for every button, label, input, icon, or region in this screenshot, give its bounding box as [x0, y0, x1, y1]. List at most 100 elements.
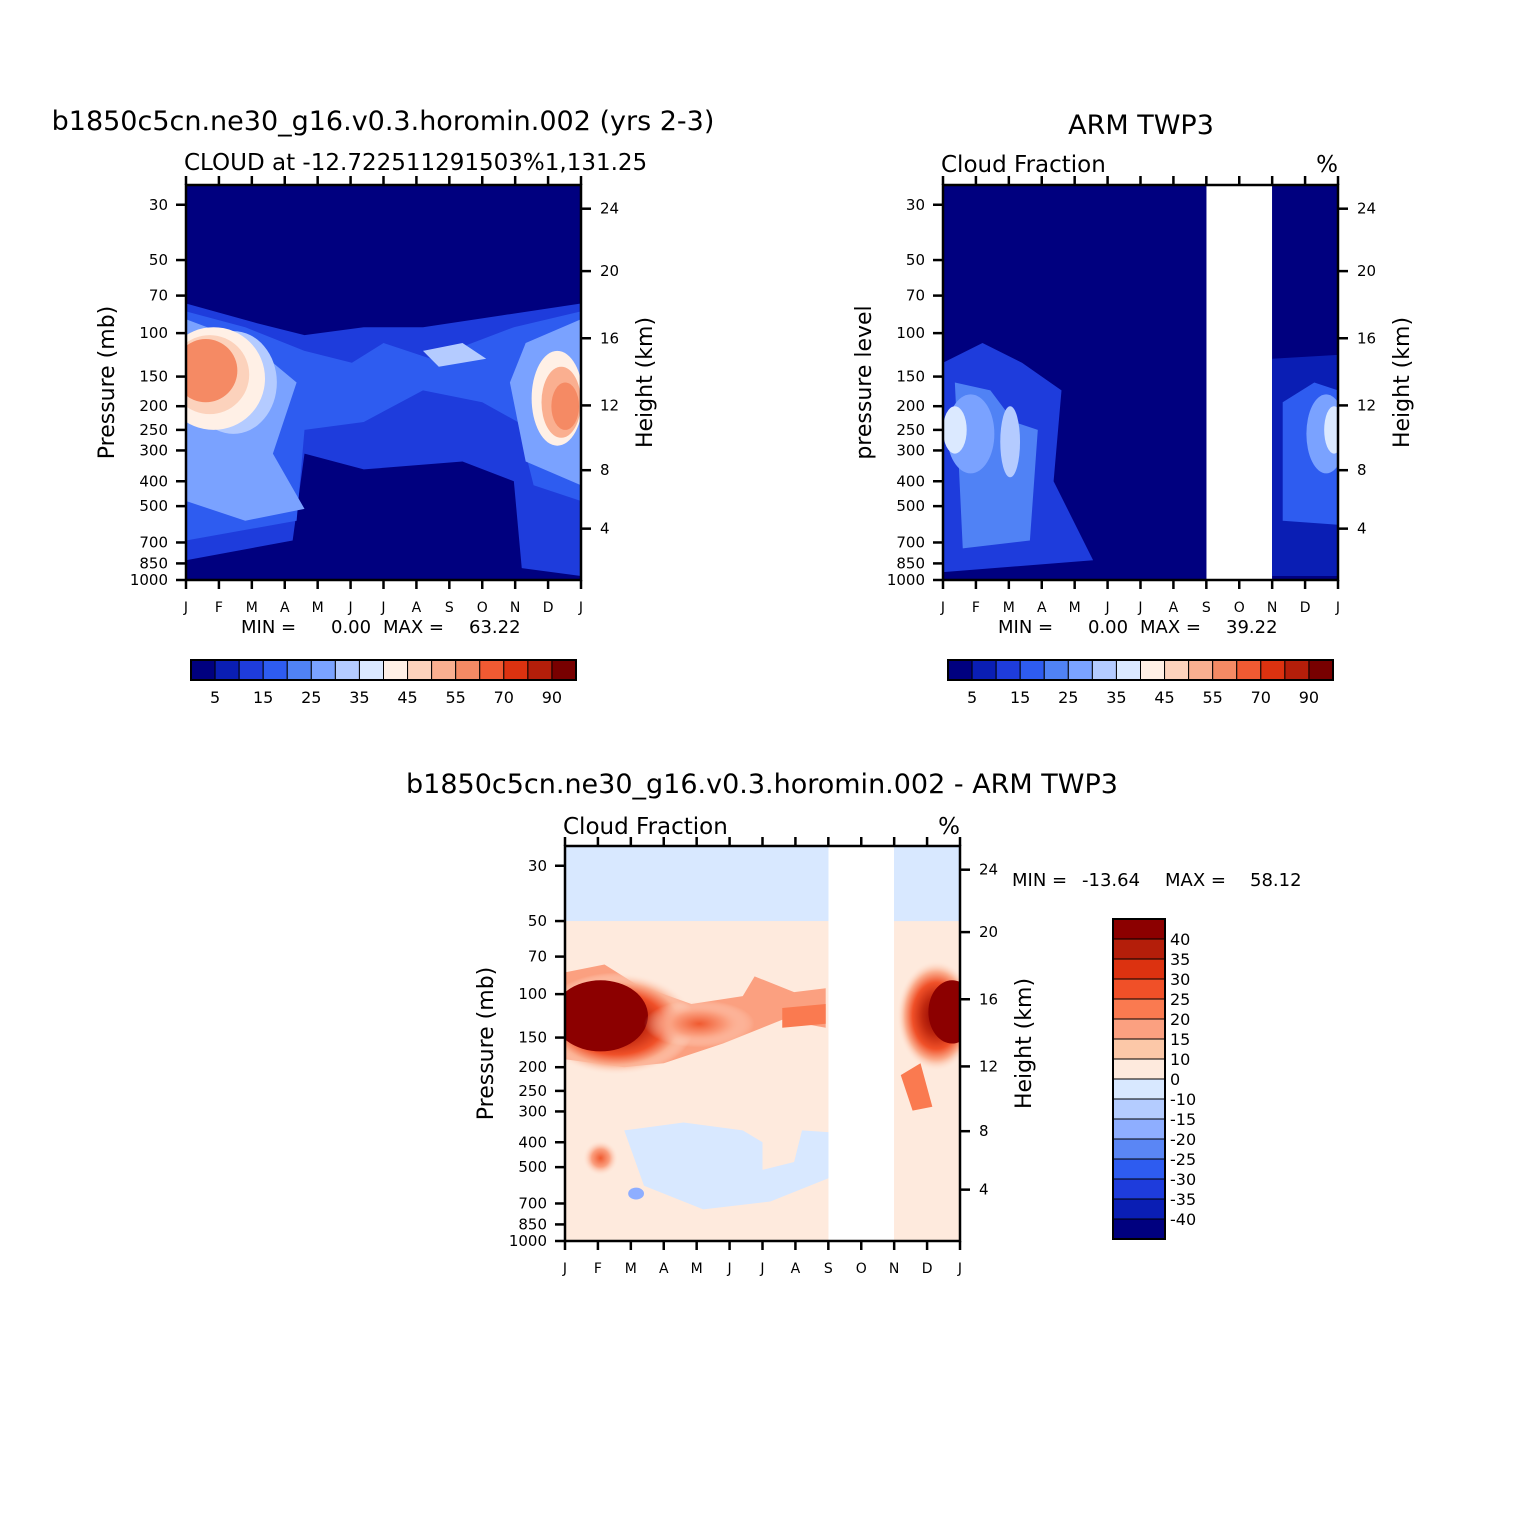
month-label: J	[940, 600, 945, 616]
height-tick-label: 16	[979, 990, 998, 1008]
pressure-tick-label: 400	[896, 472, 925, 490]
pressure-tick-label: 1000	[509, 1232, 547, 1250]
month-label: S	[824, 1261, 833, 1277]
month-label: A	[412, 600, 422, 616]
y-axis-label-3: Pressure (mb)	[474, 967, 499, 1121]
pressure-tick-label: 100	[139, 324, 168, 342]
colorbar-swatch	[1212, 659, 1238, 681]
height-tick-label: 24	[979, 861, 998, 879]
pressure-tick-label: 850	[518, 1215, 547, 1233]
contour-20r	[900, 1063, 933, 1111]
contour-40r	[1324, 406, 1338, 454]
colorbar-swatch	[407, 659, 433, 681]
colorbar-label: 30	[1170, 970, 1190, 989]
colorbar-swatch	[1115, 659, 1141, 681]
max-label-3: MAX =	[1165, 870, 1226, 891]
pressure-tick-label: 850	[139, 554, 168, 572]
colorbar-swatch	[551, 659, 577, 681]
colorbar-label: 45	[397, 688, 417, 707]
month-label: J	[759, 1261, 764, 1277]
height-tick-label: 12	[600, 396, 619, 414]
pressure-tick-label: 250	[518, 1082, 547, 1100]
month-label: J	[1105, 600, 1110, 616]
colorbar-label: 5	[210, 688, 220, 707]
pressure-tick-label: 250	[896, 421, 925, 439]
colorbar-label: 55	[1203, 688, 1223, 707]
contour-20	[782, 1004, 826, 1028]
month-label: M	[1003, 600, 1015, 616]
colorbar-swatch	[1112, 1098, 1166, 1120]
month-label: S	[445, 600, 454, 616]
colorbar-swatch	[455, 659, 481, 681]
pressure-tick-label: 300	[518, 1102, 547, 1120]
month-label: D	[543, 600, 554, 616]
subtitle-right-2: %	[1316, 152, 1338, 178]
contour-minus20	[628, 1187, 644, 1200]
colorbar-swatch	[971, 659, 997, 681]
colorbar-swatch	[1112, 1018, 1166, 1040]
month-label: A	[1169, 600, 1179, 616]
colorbar-swatch	[1112, 1158, 1166, 1180]
pressure-tick-label: 700	[518, 1194, 547, 1212]
colorbar-swatch	[190, 659, 216, 681]
month-label: J	[380, 600, 385, 616]
colorbar-frame-2	[947, 659, 1334, 681]
colorbar-swatch	[1112, 1218, 1166, 1240]
pressure-tick-label: 400	[139, 472, 168, 490]
height-tick-label: 4	[600, 520, 610, 538]
colorbar-swatch	[1091, 659, 1117, 681]
min-value-2: 0.00	[1088, 617, 1128, 638]
pressure-tick-label: 200	[139, 397, 168, 415]
max-value-2: 39.22	[1226, 617, 1278, 638]
colorbar-swatch	[1019, 659, 1045, 681]
colorbar-label: 90	[1299, 688, 1319, 707]
pressure-tick-label: 150	[896, 368, 925, 386]
colorbar-swatch	[1188, 659, 1214, 681]
y-axis-label-1: Pressure (mb)	[95, 306, 120, 460]
colorbar-swatch	[995, 659, 1021, 681]
pressure-tick-label: 700	[139, 533, 168, 551]
min-value-3: -13.64	[1082, 870, 1140, 891]
height-tick-label: 16	[1357, 329, 1376, 347]
colorbar-label: 25	[301, 688, 321, 707]
colorbar-swatch	[1112, 1038, 1166, 1060]
month-label: N	[510, 600, 520, 616]
colorbar-swatch	[1112, 918, 1166, 940]
month-label: J	[348, 600, 353, 616]
contour-minus10-right	[894, 846, 960, 922]
month-label: O	[1234, 600, 1245, 616]
height-tick-label: 20	[979, 923, 998, 941]
pressure-tick-label: 30	[149, 196, 168, 214]
pressure-tick-label: 50	[149, 251, 168, 269]
month-label: J	[1137, 600, 1142, 616]
colorbar-frame-1	[190, 659, 577, 681]
colorbar-swatch	[1112, 1178, 1166, 1200]
colorbar-swatch	[527, 659, 553, 681]
contour-60	[186, 339, 238, 403]
min-value-1: 0.00	[331, 617, 371, 638]
colorbar-label: 0	[1170, 1070, 1180, 1089]
y2-axis-label-1: Height (km)	[633, 317, 658, 448]
y2-axis-label-3: Height (km)	[1012, 978, 1037, 1109]
contour-35	[423, 343, 487, 367]
colorbar-label: 15	[253, 688, 273, 707]
pressure-tick-label: 70	[528, 948, 547, 966]
pressure-tick-label: 50	[906, 251, 925, 269]
colorbar-label: 25	[1170, 990, 1190, 1009]
subtitle-left-2: Cloud Fraction	[941, 152, 1106, 178]
pressure-tick-label: 700	[896, 533, 925, 551]
colorbar-swatch	[1112, 998, 1166, 1020]
colorbar-swatch	[947, 659, 973, 681]
colorbar-label: 45	[1154, 688, 1174, 707]
pressure-tick-label: 100	[896, 324, 925, 342]
month-label: J	[727, 1261, 732, 1277]
height-tick-label: 24	[1357, 200, 1376, 218]
height-tick-label: 8	[979, 1122, 989, 1140]
month-label: M	[625, 1261, 637, 1277]
colorbar-swatch	[383, 659, 409, 681]
pressure-tick-label: 1000	[887, 571, 925, 589]
colorbar-swatch	[1067, 659, 1093, 681]
colorbar-label: 10	[1170, 1050, 1190, 1069]
colorbar-swatch	[1284, 659, 1310, 681]
